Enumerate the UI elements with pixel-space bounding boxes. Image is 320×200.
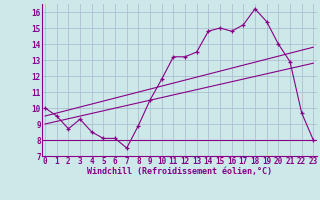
X-axis label: Windchill (Refroidissement éolien,°C): Windchill (Refroidissement éolien,°C)	[87, 167, 272, 176]
